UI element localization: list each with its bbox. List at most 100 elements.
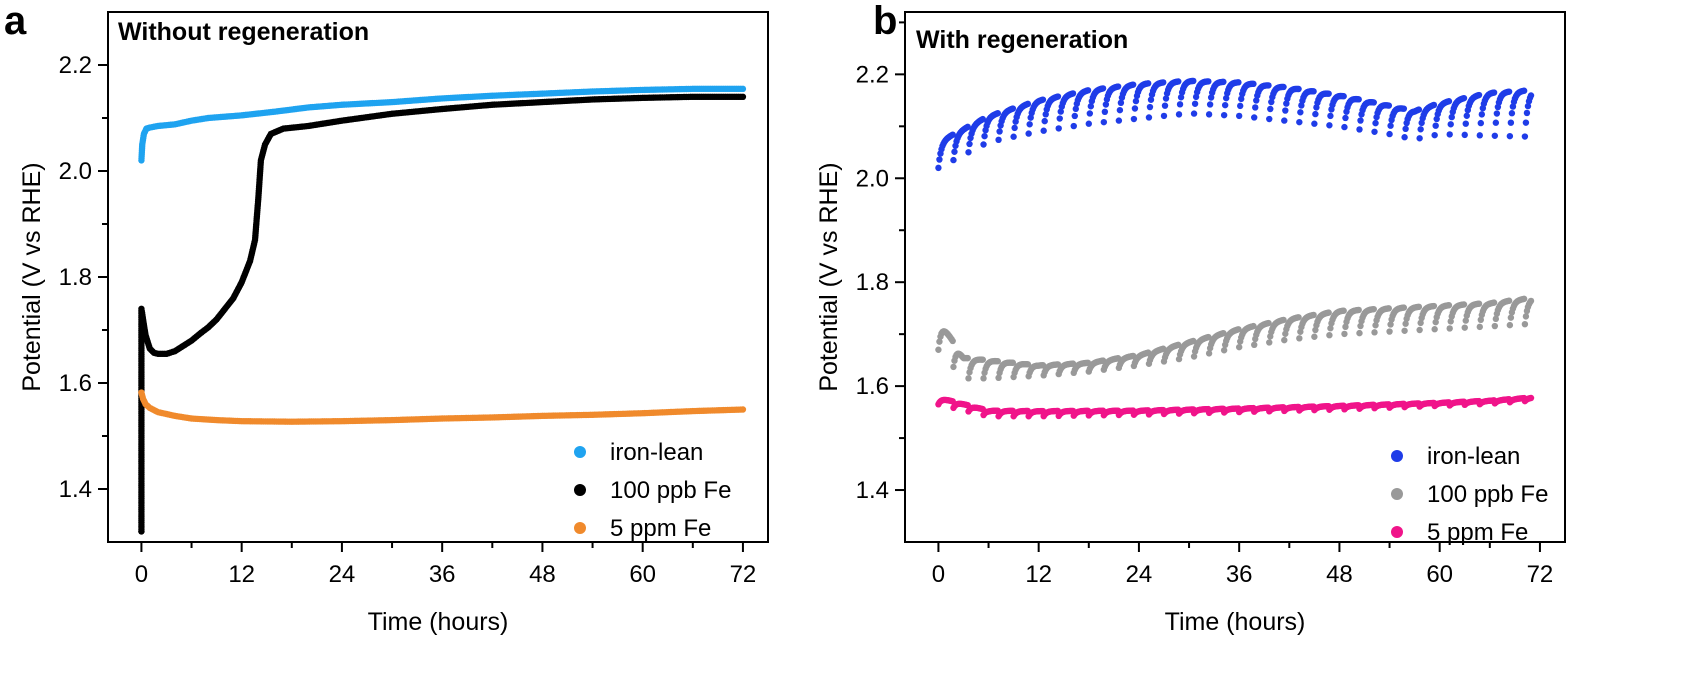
- chart-panel-a: a Without regeneration 0 12 24 36 48 60 72 1.4 1.6…: [4, 0, 769, 636]
- x-tick-label: 48: [529, 561, 556, 588]
- data-point: [1251, 341, 1258, 349]
- data-point: [1460, 94, 1468, 102]
- data-point: [1475, 91, 1483, 99]
- data-point: [980, 375, 987, 382]
- data-point: [1252, 104, 1259, 111]
- data-point: [1477, 119, 1485, 127]
- data-point: [1190, 353, 1198, 360]
- data-point: [1326, 122, 1333, 129]
- data-point: [739, 406, 747, 413]
- data-point: [1492, 315, 1500, 323]
- data-point: [979, 115, 986, 123]
- data-point: [1296, 335, 1303, 342]
- series-100-ppb-fe: [138, 93, 747, 535]
- data-point: [1235, 343, 1243, 351]
- x-axis-label: Time (hours): [1165, 608, 1306, 636]
- data-point: [1417, 126, 1424, 133]
- data-point: [996, 128, 1003, 135]
- data-point: [994, 110, 1002, 117]
- data-point: [1220, 111, 1228, 119]
- data-point: [1175, 341, 1182, 349]
- data-point: [1447, 121, 1454, 128]
- data-point: [1493, 110, 1501, 117]
- data-point: [1268, 98, 1275, 106]
- data-point: [1355, 96, 1362, 103]
- data-point: [1009, 359, 1017, 366]
- chart-panel-b: b With regeneration 0 12 24 36 48 60 72 1.4 1.6 1.8…: [815, 0, 1566, 636]
- y-tick-label: 1.4: [59, 476, 92, 503]
- x-tick-label: 36: [1226, 561, 1253, 588]
- data-point: [965, 149, 972, 156]
- data-point: [1341, 123, 1348, 131]
- y-tick-label: 2.2: [856, 61, 889, 88]
- data-point: [980, 141, 987, 148]
- data-point: [1132, 97, 1140, 105]
- y-axis-label: Potential (V vs RHE): [815, 162, 843, 391]
- data-point: [1130, 115, 1138, 123]
- data-point: [1372, 322, 1379, 329]
- x-tick-label: 60: [629, 561, 656, 588]
- data-point: [1205, 350, 1213, 357]
- data-point: [935, 164, 942, 172]
- data-point: [1114, 83, 1122, 90]
- data-point: [1087, 103, 1095, 110]
- y-tick-label: 1.6: [59, 370, 92, 397]
- y-tick-label: 2.0: [856, 165, 889, 192]
- data-point: [1527, 92, 1535, 99]
- x-tick-label: 36: [429, 561, 456, 588]
- data-point: [1507, 314, 1515, 321]
- data-point: [1401, 134, 1408, 141]
- series-5-ppm-fe: [138, 389, 747, 425]
- data-point: [1054, 93, 1062, 100]
- data-point: [1462, 120, 1469, 127]
- data-point: [1475, 300, 1483, 307]
- data-point: [1251, 114, 1258, 121]
- data-point: [1432, 318, 1439, 326]
- data-point: [1312, 110, 1319, 118]
- data-point: [1267, 105, 1274, 113]
- data-point: [1416, 326, 1423, 334]
- data-point: [1072, 105, 1080, 113]
- data-point: [1207, 94, 1215, 101]
- data-point: [1250, 322, 1257, 330]
- data-point: [1520, 295, 1528, 303]
- data-point: [1024, 361, 1032, 368]
- data-point: [1131, 105, 1139, 112]
- data-point: [1400, 105, 1408, 112]
- data-point: [1282, 107, 1289, 114]
- legend-label: 100 ppb Fe: [610, 477, 731, 504]
- data-point: [1520, 87, 1528, 94]
- data-point: [1491, 132, 1499, 139]
- data-point: [981, 132, 988, 140]
- data-point: [1175, 78, 1182, 85]
- data-point: [1191, 100, 1199, 107]
- data-point: [1220, 78, 1227, 86]
- data-point: [1070, 122, 1077, 130]
- data-point: [1265, 82, 1272, 89]
- data-point: [1266, 115, 1273, 123]
- legend-label: iron-lean: [1427, 443, 1520, 470]
- data-point: [1235, 326, 1242, 333]
- data-point: [1447, 318, 1454, 325]
- plot-frame: [904, 11, 1566, 543]
- data-point: [1326, 331, 1333, 339]
- series-100-ppb-fe: [935, 295, 1535, 382]
- data-point: [1527, 297, 1535, 305]
- data-point: [1071, 112, 1078, 120]
- data-point: [739, 85, 747, 93]
- data-point: [1177, 94, 1185, 101]
- data-point: [1312, 326, 1319, 334]
- data-point: [1146, 103, 1154, 111]
- data-point: [1445, 302, 1453, 309]
- data-point: [950, 363, 957, 371]
- data-point: [1370, 305, 1377, 313]
- x-tick-label: 0: [932, 561, 945, 588]
- data-point: [1040, 127, 1047, 134]
- data-point: [995, 374, 1002, 382]
- data-point: [966, 140, 973, 148]
- data-point: [1161, 102, 1169, 109]
- data-point: [1507, 119, 1515, 126]
- data-point: [1430, 101, 1438, 109]
- data-point: [1011, 124, 1018, 132]
- y-tick-label: 1.4: [856, 477, 889, 504]
